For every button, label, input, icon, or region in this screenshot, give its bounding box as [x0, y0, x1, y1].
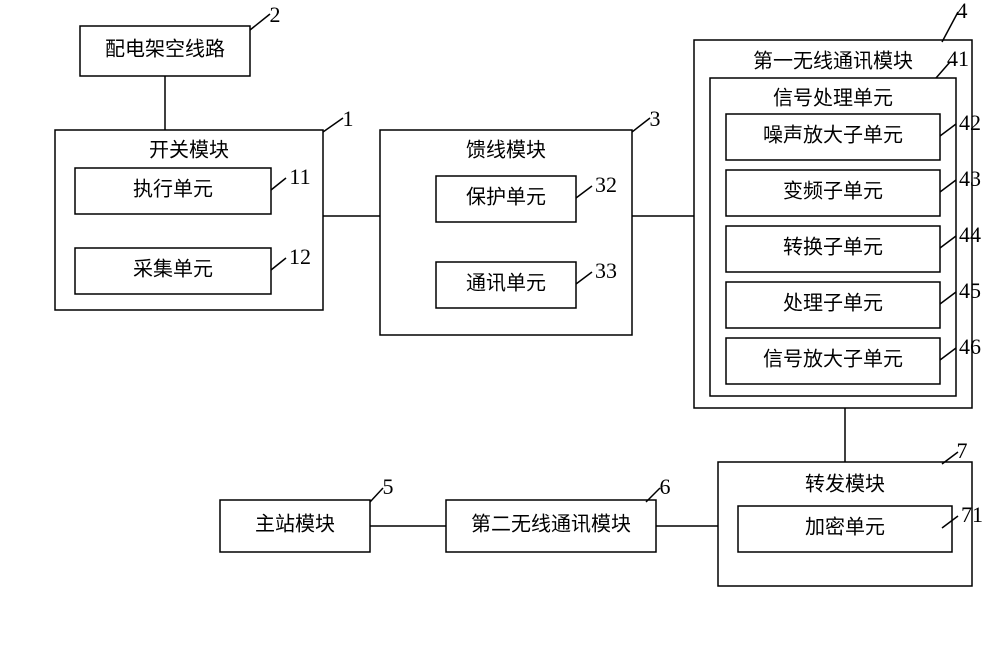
block-number-n5: 5	[383, 474, 394, 499]
block-number-n4: 4	[957, 0, 968, 23]
block-number-n33: 33	[595, 258, 617, 283]
block-number-n11: 11	[289, 164, 310, 189]
block-number-n71: 71	[961, 502, 983, 527]
block-label-n11: 执行单元	[133, 178, 213, 201]
block-label-n7: 转发模块	[805, 473, 885, 496]
block-label-n32: 保护单元	[466, 186, 546, 209]
block-number-n41: 41	[947, 46, 969, 71]
block-number-n32: 32	[595, 172, 617, 197]
leader-line-n2	[250, 14, 270, 30]
block-label-n6: 第二无线通讯模块	[471, 513, 631, 536]
block-number-n1: 1	[343, 106, 354, 131]
block-label-n44: 转换子单元	[783, 236, 883, 259]
block-number-n3: 3	[650, 106, 661, 131]
block-label-n2: 配电架空线路	[105, 38, 225, 61]
diagram-canvas: 配电架空线路 2 开关模块 1 执行单元 11 采集单元 12 馈线模块 3 保护单元 32 通讯单元 3…	[0, 0, 1000, 657]
block-label-n42: 噪声放大子单元	[763, 124, 903, 147]
block-number-n2: 2	[270, 2, 281, 27]
block-label-n12: 采集单元	[133, 258, 213, 281]
block-label-n1: 开关模块	[149, 139, 229, 162]
block-number-n42: 42	[959, 110, 981, 135]
block-label-n41: 信号处理单元	[773, 87, 893, 110]
block-number-n6: 6	[660, 474, 671, 499]
block-label-n5: 主站模块	[255, 513, 335, 536]
block-number-n43: 43	[959, 166, 981, 191]
block-number-n44: 44	[959, 222, 981, 247]
block-label-n3: 馈线模块	[466, 139, 546, 162]
leader-line-n1	[323, 118, 343, 132]
block-label-n46: 信号放大子单元	[763, 348, 903, 371]
block-label-n33: 通讯单元	[466, 272, 546, 295]
block-label-n43: 变频子单元	[783, 180, 883, 203]
block-label-n71: 加密单元	[805, 516, 885, 539]
leader-line-n3	[632, 118, 650, 132]
block-label-n45: 处理子单元	[783, 292, 883, 315]
block-number-n12: 12	[289, 244, 311, 269]
block-number-n7: 7	[957, 438, 968, 463]
leader-line-n5	[370, 488, 383, 502]
block-label-n4: 第一无线通讯模块	[753, 50, 913, 73]
block-number-n45: 45	[959, 278, 981, 303]
block-number-n46: 46	[959, 334, 981, 359]
